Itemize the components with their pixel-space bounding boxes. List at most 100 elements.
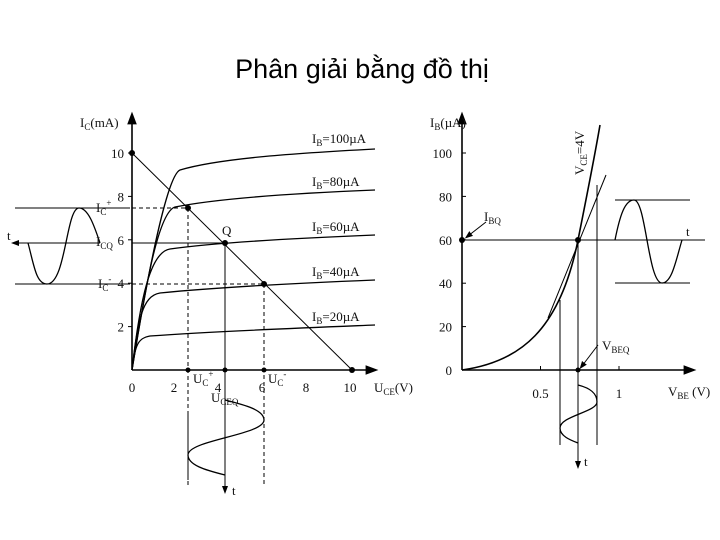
label: UCE(V) bbox=[374, 380, 413, 397]
label-sup: + bbox=[106, 198, 111, 208]
label-base: V bbox=[572, 165, 587, 175]
pointer bbox=[579, 344, 599, 370]
label-unit: (mA) bbox=[90, 115, 118, 130]
y-tick-label: 10 bbox=[111, 146, 124, 161]
y-tick-label: 0 bbox=[446, 363, 453, 378]
label-sub: C bbox=[277, 378, 283, 388]
curve bbox=[131, 279, 376, 371]
label-sub: CE bbox=[579, 154, 589, 166]
label-base: I bbox=[312, 309, 316, 324]
x-tick-label: 0.5 bbox=[532, 386, 548, 401]
y-tick-label: 2 bbox=[118, 320, 125, 335]
label-base: U bbox=[211, 390, 221, 405]
label: IB=80µA bbox=[312, 174, 360, 191]
label: ICQ bbox=[96, 234, 113, 251]
label: IC+ bbox=[96, 198, 111, 217]
x-tick-label: 2 bbox=[171, 380, 178, 395]
label: IB=40µA bbox=[312, 264, 360, 281]
label-base: I bbox=[96, 234, 100, 249]
time-label: t bbox=[584, 454, 588, 469]
x-tick-label: 4 bbox=[215, 380, 222, 395]
label-base: I bbox=[312, 131, 316, 146]
label-value: =40µA bbox=[322, 264, 360, 279]
label-base: U bbox=[268, 371, 278, 386]
label-sup: - bbox=[108, 274, 111, 284]
label-sup: + bbox=[208, 369, 213, 379]
label-unit: (µA) bbox=[440, 115, 466, 130]
label-sub: C bbox=[100, 207, 106, 217]
label-sub: B bbox=[316, 316, 322, 326]
label-base: I bbox=[98, 276, 102, 291]
label-sub: C bbox=[202, 378, 208, 388]
label-sup: - bbox=[283, 369, 286, 379]
label-sub: CQ bbox=[100, 241, 113, 251]
points bbox=[459, 237, 581, 373]
label-sub: BEQ bbox=[611, 345, 630, 355]
label-value: =20µA bbox=[322, 309, 360, 324]
label-sub: BE bbox=[677, 391, 689, 401]
tangent bbox=[547, 174, 607, 319]
y-tick-label: 100 bbox=[433, 146, 453, 161]
label-base: I bbox=[312, 219, 316, 234]
label-sub: CE bbox=[383, 387, 395, 397]
curve bbox=[131, 234, 376, 371]
title: Phân giải bằng đồ thị bbox=[235, 53, 489, 84]
label-base: I bbox=[484, 209, 488, 224]
label-base: V bbox=[668, 384, 678, 399]
label-base: U bbox=[374, 380, 384, 395]
label-base: V bbox=[602, 338, 612, 353]
label-sub: CEQ bbox=[220, 397, 239, 407]
label-value: =100µA bbox=[322, 131, 366, 146]
curve bbox=[131, 324, 376, 371]
label: IB=100µA bbox=[312, 131, 367, 148]
x-tick-label: 1 bbox=[616, 386, 623, 401]
label-sub: B bbox=[316, 271, 322, 281]
time-label: t bbox=[7, 228, 11, 243]
y-tick-label: 4 bbox=[118, 276, 125, 291]
label: IB(µA) bbox=[430, 115, 466, 132]
x-tick-label: 6 bbox=[259, 380, 266, 395]
label-sub: B bbox=[316, 138, 322, 148]
label: IC- bbox=[98, 274, 111, 293]
load-line bbox=[131, 152, 353, 371]
waveform bbox=[187, 399, 265, 476]
time-label: t bbox=[686, 224, 690, 239]
label: IC(mA) bbox=[80, 115, 119, 132]
y-tick-label: 60 bbox=[439, 233, 452, 248]
input-curve bbox=[461, 124, 601, 371]
label-sub: C bbox=[102, 283, 108, 293]
label: IBQ bbox=[484, 209, 501, 226]
label-base: I bbox=[96, 200, 100, 215]
label: IB=60µA bbox=[312, 219, 360, 236]
label-sub: B bbox=[316, 226, 322, 236]
label-base: I bbox=[80, 115, 84, 130]
waveform bbox=[614, 199, 683, 284]
label-base: I bbox=[312, 264, 316, 279]
label-sub: BQ bbox=[488, 216, 501, 226]
label-base: I bbox=[312, 174, 316, 189]
label-value: =60µA bbox=[322, 219, 360, 234]
label-unit: (V) bbox=[395, 380, 413, 395]
label-sub: C bbox=[84, 122, 90, 132]
label-sub: B bbox=[316, 181, 322, 191]
label-base: U bbox=[193, 371, 203, 386]
q-label: Q bbox=[222, 223, 232, 238]
y-tick-label: 20 bbox=[439, 320, 452, 335]
label: VBE (V) bbox=[668, 384, 710, 401]
label: UC+ bbox=[193, 369, 213, 388]
y-tick-label: 80 bbox=[439, 189, 452, 204]
time-label: t bbox=[232, 483, 236, 498]
waveform bbox=[559, 384, 598, 444]
label-unit: (V) bbox=[689, 384, 710, 399]
waveform bbox=[27, 207, 101, 285]
output-chart bbox=[11, 111, 379, 494]
y-tick-label: 40 bbox=[439, 276, 452, 291]
label-sub: B bbox=[434, 122, 440, 132]
label-base: I bbox=[430, 115, 434, 130]
label: VCE=4V bbox=[572, 130, 589, 175]
input-chart bbox=[457, 111, 705, 469]
label-value: =80µA bbox=[322, 174, 360, 189]
y-tick-label: 6 bbox=[118, 233, 125, 248]
y-tick-label: 8 bbox=[118, 189, 125, 204]
